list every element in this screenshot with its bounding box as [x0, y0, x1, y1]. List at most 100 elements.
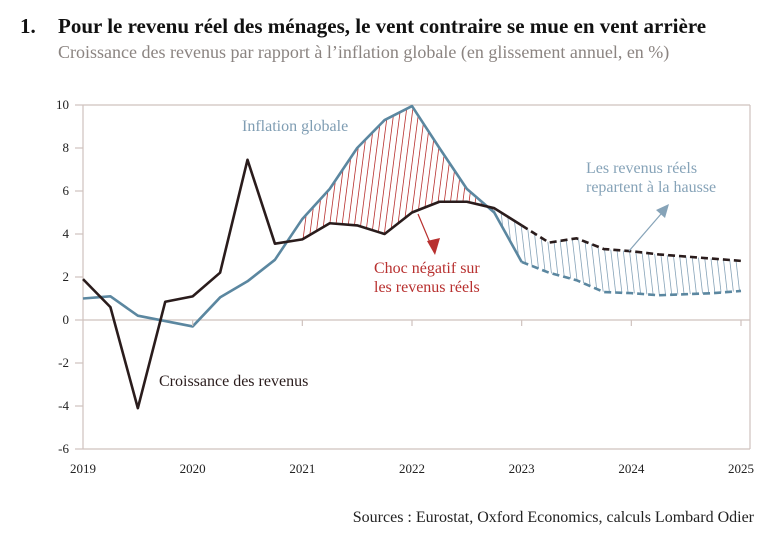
hatch-line — [480, 106, 495, 240]
y-tick-label: 8 — [63, 140, 70, 155]
recovery-arrowhead-icon — [656, 204, 669, 218]
inflation-forecast-line — [521, 260, 742, 297]
hatch-line — [704, 208, 741, 296]
hatch-line — [499, 100, 544, 449]
hatch-line — [302, 106, 322, 240]
hatch-line — [692, 208, 734, 296]
hatch-line — [494, 208, 517, 296]
hatch-line — [618, 208, 659, 296]
hatch-line — [302, 106, 347, 240]
hatch-line — [711, 208, 741, 296]
hatch-line — [302, 106, 316, 240]
x-axis-ticks: 2019 2020 2021 2022 2023 2024 2025 — [70, 320, 754, 476]
y-tick-label: -6 — [58, 441, 69, 456]
hatch-line — [593, 208, 634, 296]
income-line — [82, 158, 523, 410]
hatch-line — [494, 208, 535, 296]
hatch-line — [306, 106, 353, 240]
hatch-line — [302, 106, 328, 240]
hatch-line — [531, 208, 572, 296]
hatch-line — [605, 208, 647, 296]
income-forecast-line — [520, 224, 742, 263]
hatch-line — [556, 208, 597, 296]
hatch-line — [686, 208, 727, 296]
hatch-line — [667, 208, 709, 296]
hatch-line — [673, 208, 715, 296]
hatch-line — [735, 208, 741, 296]
hatch-line — [723, 208, 741, 296]
hatch-line — [642, 208, 684, 296]
hatch-line — [742, 100, 782, 449]
hatch-line — [356, 106, 402, 240]
hatch-line — [562, 208, 603, 296]
hatch-line — [492, 106, 495, 240]
hatch-line — [580, 208, 622, 296]
hatch-line — [399, 106, 446, 240]
y-tick-label: -2 — [58, 355, 69, 370]
hatch-line — [649, 208, 690, 296]
hatch-line — [655, 208, 696, 296]
hatch-line — [486, 106, 495, 240]
plot-frame — [82, 104, 751, 450]
shock-arrow — [417, 213, 440, 255]
hatch-line — [302, 106, 334, 240]
hatch-line — [331, 106, 378, 240]
y-tick-label: 0 — [63, 312, 70, 327]
y-axis-ticks: 10 8 6 4 2 0 -2 -4 -6 — [56, 97, 83, 456]
hatch-line — [474, 106, 495, 240]
hatch-line — [587, 208, 628, 296]
chart-number: 1. — [20, 14, 36, 38]
hatch-line — [494, 208, 523, 296]
hatch-line — [302, 106, 340, 240]
recovery-label-line-2: repartent à la hausse — [586, 179, 716, 196]
hatch-line — [506, 208, 548, 296]
x-tick-label: 2023 — [509, 461, 535, 476]
hatch-line — [611, 208, 653, 296]
y-tick-label: 10 — [56, 97, 69, 112]
recovery-arrow — [628, 204, 669, 252]
hatch-line — [381, 106, 427, 240]
x-tick-label: 2022 — [399, 461, 425, 476]
y-tick-label: 6 — [63, 183, 70, 198]
hatch-line — [680, 208, 721, 296]
hatch-line — [350, 106, 396, 240]
x-tick-label: 2019 — [70, 461, 96, 476]
hatch-line — [505, 100, 550, 449]
hatch-line — [574, 208, 616, 296]
hatch-line — [500, 208, 541, 296]
x-tick-label: 2025 — [728, 461, 754, 476]
hatch-line — [362, 106, 409, 240]
x-tick-label: 2020 — [180, 461, 206, 476]
x-tick-label: 2024 — [618, 461, 645, 476]
series-lines — [82, 104, 742, 410]
chart-title: 1. Pour le revenu réel des ménages, le ve… — [20, 14, 706, 39]
hatch-line — [393, 106, 440, 240]
hatch-line — [387, 106, 433, 240]
hatch-line — [549, 208, 591, 296]
hatch-line — [661, 208, 703, 296]
hatch-line — [543, 208, 585, 296]
inflation-line — [82, 104, 523, 328]
hatch-line — [302, 106, 303, 240]
inflation-label: Inflation globale — [242, 118, 348, 135]
income-label: Croissance des revenus — [159, 373, 308, 390]
hatch-line — [624, 208, 665, 296]
hatch-line — [312, 106, 359, 240]
hatch-line — [325, 106, 371, 240]
hatch-line — [630, 208, 672, 296]
hatch-line — [494, 208, 529, 296]
hatch-line — [337, 106, 384, 240]
hatch-line — [749, 100, 782, 449]
hatch-line — [319, 106, 365, 240]
recovery-label-line-1: Les revenus réels — [586, 160, 697, 177]
hatch-line — [698, 208, 740, 296]
shock-label-line-2: les revenus réels — [374, 279, 480, 296]
hatch-line — [512, 208, 554, 296]
hatch-line — [343, 106, 390, 240]
chart-subtitle: Croissance des revenus par rapport à l’i… — [58, 42, 670, 62]
hatch-line — [245, 100, 290, 449]
hatch-line — [512, 100, 557, 449]
hatch-line — [755, 100, 782, 449]
chart-title-text: Pour le revenu réel des ménages, le vent… — [58, 14, 707, 38]
